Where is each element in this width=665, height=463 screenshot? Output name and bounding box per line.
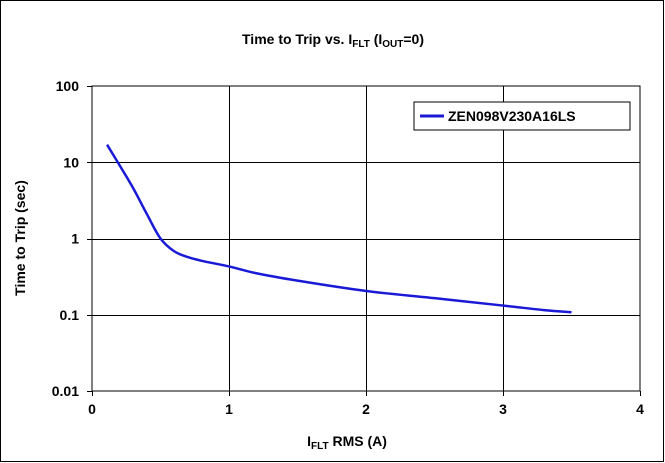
legend-box [413,101,631,131]
legend-label: ZEN098V230A16LS [448,108,576,124]
series-layer [106,144,572,314]
y-tick-label: 0.01 [52,383,79,399]
chart-title-sub1: FLT [352,39,370,50]
y-axis-label: Time to Trip (sec) [12,180,28,296]
series-line [106,144,572,314]
chart-title-suffix: =0) [403,31,424,47]
x-tick-label: 2 [362,401,370,417]
chart-title-prefix: Time to Trip vs. I [242,31,352,47]
plot-frame [91,85,641,392]
chart-title-mid: (I [370,31,382,47]
grid-layer [87,86,641,396]
x-axis-label-rest: RMS (A) [329,433,387,449]
tick-labels: 0 1 2 3 4 0.01 0.1 1 10 100 [52,78,644,417]
x-tick-label: 3 [499,401,507,417]
x-tick-label: 1 [225,401,233,417]
y-tick-label: 100 [56,78,80,94]
y-tick-label: 1 [71,231,79,247]
y-tick-label: 10 [63,154,79,170]
chart-title: Time to Trip vs. IFLT (IOUT=0) [242,31,424,50]
y-tick-label: 0.1 [60,307,80,323]
x-axis-label-sub: FLT [311,441,329,452]
x-axis-label-main: I [307,433,311,449]
legend: ZEN098V230A16LS [413,101,631,131]
x-axis-label: IFLT RMS (A) [307,433,387,452]
x-tick-label: 0 [88,401,96,417]
x-tick-label: 4 [636,401,644,417]
chart-title-sub2: OUT [382,39,403,50]
